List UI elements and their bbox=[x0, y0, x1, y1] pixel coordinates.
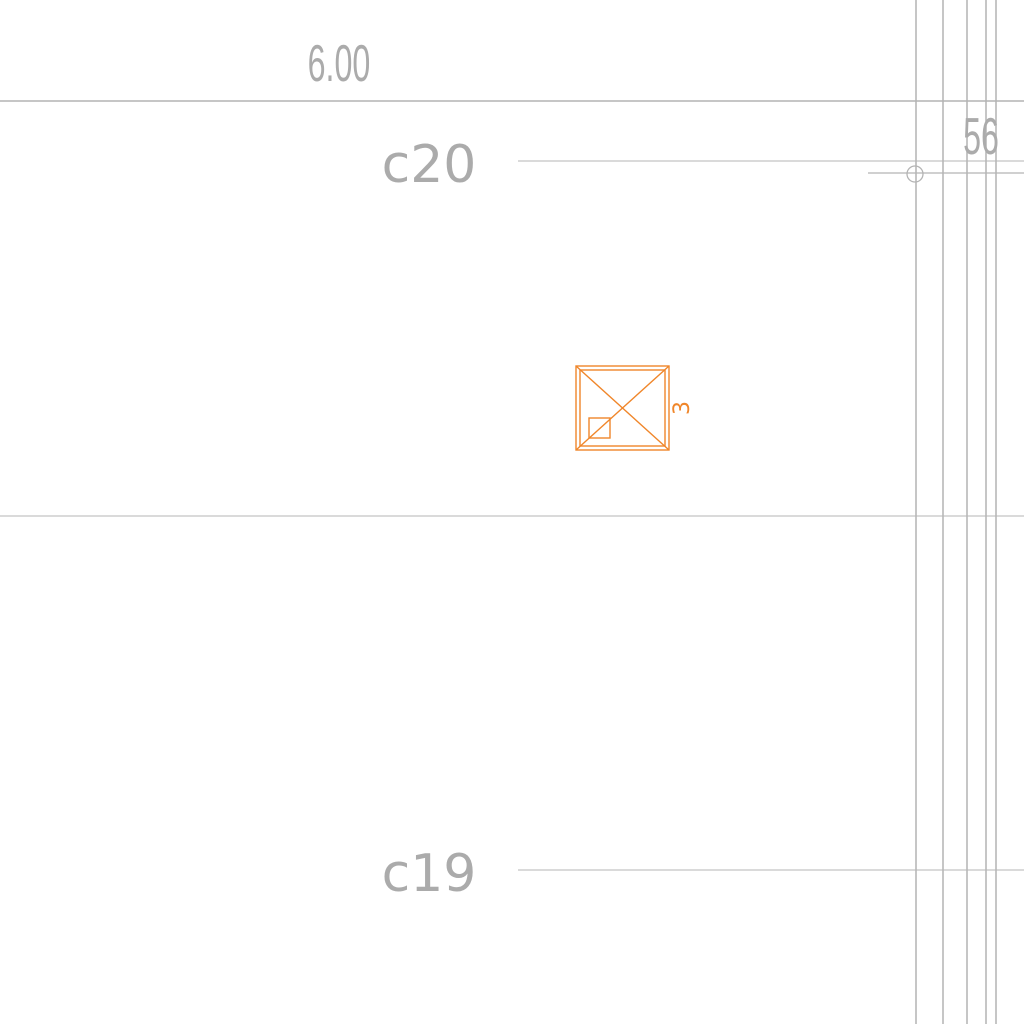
intersection-marker-icon bbox=[906, 165, 924, 183]
grid-label-c20: c20 bbox=[382, 135, 477, 195]
symbol-number-label: 3 bbox=[670, 401, 695, 415]
dimension-label-top: 6.00 bbox=[308, 35, 371, 93]
grid-label-c19: c19 bbox=[382, 844, 477, 904]
column-symbol-icon bbox=[575, 365, 670, 451]
dimension-label-right: 56 bbox=[963, 108, 999, 166]
